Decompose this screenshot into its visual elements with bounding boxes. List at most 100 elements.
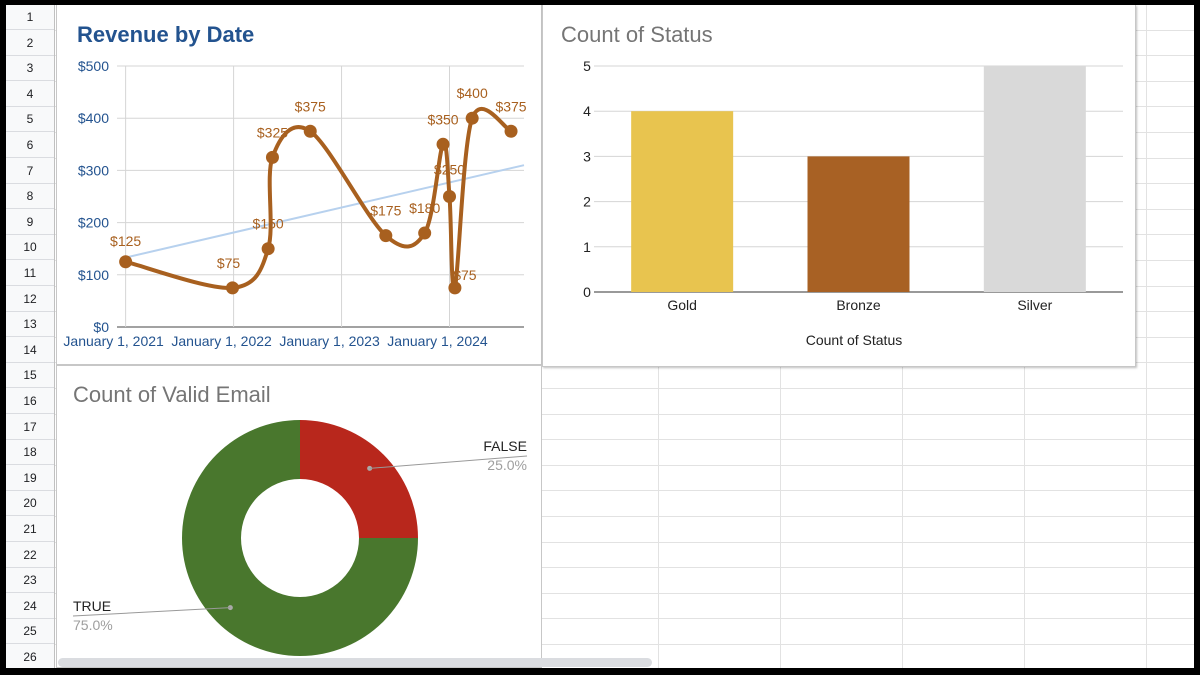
grid-row-line (55, 516, 1194, 517)
status-bar-bronze[interactable] (807, 156, 910, 292)
revenue-y-tick-label: $300 (78, 162, 109, 178)
grid-row-line (55, 541, 1194, 543)
revenue-data-point[interactable] (418, 226, 432, 240)
revenue-data-label: $325 (257, 124, 288, 140)
revenue-data-point[interactable] (443, 190, 457, 203)
revenue-x-tick-label: January 1, 2022 (171, 333, 272, 349)
row-number[interactable]: 11 (6, 261, 54, 286)
status-y-tick-label: 1 (583, 239, 591, 255)
revenue-y-tick-label: $100 (78, 267, 109, 283)
revenue-chart-title: Revenue by Date (77, 22, 254, 47)
row-number[interactable]: 8 (6, 184, 54, 210)
row-number[interactable]: 22 (6, 543, 54, 568)
status-chart-title: Count of Status (561, 22, 713, 47)
row-number[interactable]: 10 (6, 235, 54, 261)
row-number[interactable]: 4 (6, 82, 54, 107)
revenue-y-tick-label: $0 (93, 319, 109, 335)
email-donut (182, 420, 418, 656)
row-number[interactable]: 15 (6, 363, 54, 389)
row-number[interactable]: 25 (6, 619, 54, 645)
revenue-y-tick-label: $200 (78, 215, 109, 231)
count-of-valid-email-chart[interactable]: Count of Valid Email FALSE 25.0% TRUE 75.0% (56, 365, 542, 668)
row-number[interactable]: 17 (6, 415, 54, 440)
revenue-data-label: $180 (409, 200, 440, 216)
email-slice-labels: FALSE 25.0% TRUE 75.0% (72, 438, 528, 633)
status-bar-silver[interactable] (983, 66, 1086, 292)
email-chart-title: Count of Valid Email (73, 382, 271, 407)
revenue-y-tick-label: $500 (78, 58, 109, 74)
email-slice-false[interactable] (300, 420, 418, 538)
revenue-data-point[interactable] (226, 281, 240, 295)
row-number[interactable]: 7 (6, 159, 54, 184)
grid-row-line (55, 388, 1194, 389)
status-y-tick-label: 2 (583, 194, 591, 210)
email-slice-true[interactable] (182, 420, 418, 656)
revenue-data-point[interactable] (504, 124, 518, 138)
spreadsheet-window: 1 2 3 4 5 6 7 8 9 10 11 12 13 14 15 16 17 18 19 20 21 22 23 24 2… (6, 5, 1194, 668)
revenue-data-point[interactable] (448, 281, 462, 295)
status-category-label: Gold (667, 297, 697, 313)
row-number[interactable]: 12 (6, 287, 54, 312)
row-number[interactable]: 1 (6, 5, 54, 30)
grid-row-line (55, 439, 1194, 441)
revenue-data-point[interactable] (265, 150, 279, 164)
revenue-chart-svg: Revenue by Date $0 $100 $200 $300 $400 $500 J… (63, 22, 527, 349)
revenue-x-tick-label: January 1, 2021 (63, 333, 164, 349)
revenue-data-label: $150 (253, 216, 284, 232)
revenue-series (119, 107, 518, 295)
row-number[interactable]: 21 (6, 517, 54, 542)
row-number[interactable]: 23 (6, 568, 54, 594)
row-number[interactable]: 24 (6, 594, 54, 619)
status-y-tick-label: 3 (583, 148, 591, 164)
revenue-data-point[interactable] (303, 124, 317, 138)
row-header: 1 2 3 4 5 6 7 8 9 10 11 12 13 14 15 16 17 18 19 20 21 22 23 24 2… (6, 5, 55, 668)
revenue-data-point[interactable] (379, 229, 393, 243)
row-number[interactable]: 26 (6, 645, 54, 668)
row-number[interactable]: 16 (6, 389, 54, 414)
status-y-tick-label: 0 (583, 284, 591, 300)
email-leader-line (369, 455, 528, 469)
grid-row-line (55, 644, 1194, 645)
revenue-data-point[interactable] (119, 255, 133, 269)
row-number[interactable]: 2 (6, 31, 54, 56)
revenue-data-label: $75 (453, 267, 477, 283)
revenue-data-point[interactable] (436, 137, 450, 151)
row-number[interactable]: 18 (6, 440, 54, 466)
revenue-data-label: $375 (295, 98, 326, 114)
status-y-tick-label: 4 (583, 103, 591, 119)
email-slice-percent: 75.0% (73, 617, 113, 633)
revenue-data-label: $175 (370, 203, 401, 219)
revenue-data-point[interactable] (261, 242, 275, 256)
grid-row-line (55, 490, 1194, 492)
row-number[interactable]: 9 (6, 210, 54, 235)
status-x-axis-title: Count of Status (806, 332, 903, 348)
revenue-trendline (125, 164, 525, 259)
revenue-y-tick-label: $400 (78, 110, 109, 126)
row-number[interactable]: 14 (6, 338, 54, 363)
email-chart-svg: Count of Valid Email FALSE 25.0% TRUE 75.0% (72, 382, 528, 656)
status-category-label: Silver (1017, 297, 1052, 313)
revenue-data-labels: $125 $75 $150 $325 $375 $175 $180 $350 $250 $75 $4… (110, 85, 527, 283)
row-number[interactable]: 20 (6, 491, 54, 517)
revenue-y-axis: $0 $100 $200 $300 $400 $500 (78, 58, 109, 335)
email-slice-percent: 25.0% (487, 457, 527, 473)
row-number[interactable]: 19 (6, 466, 54, 491)
email-slice-label: TRUE (73, 598, 111, 614)
row-number[interactable]: 3 (6, 56, 54, 82)
revenue-data-label: $400 (457, 85, 488, 101)
revenue-data-label: $125 (110, 233, 141, 249)
status-bar-gold[interactable] (631, 111, 734, 292)
row-number[interactable]: 5 (6, 107, 54, 133)
revenue-data-point[interactable] (465, 111, 479, 125)
revenue-trendline-path (125, 164, 525, 259)
revenue-by-date-chart[interactable]: Revenue by Date $0 $100 $200 $300 $400 $500 J… (56, 5, 542, 365)
revenue-x-tick-label: January 1, 2023 (279, 333, 380, 349)
horizontal-scrollbar[interactable] (58, 658, 652, 667)
revenue-data-label: $250 (434, 162, 465, 178)
status-y-tick-label: 5 (583, 58, 591, 74)
row-number[interactable]: 6 (6, 133, 54, 158)
status-y-axis: 0 1 2 3 4 5 (583, 58, 591, 300)
row-number[interactable]: 13 (6, 312, 54, 338)
